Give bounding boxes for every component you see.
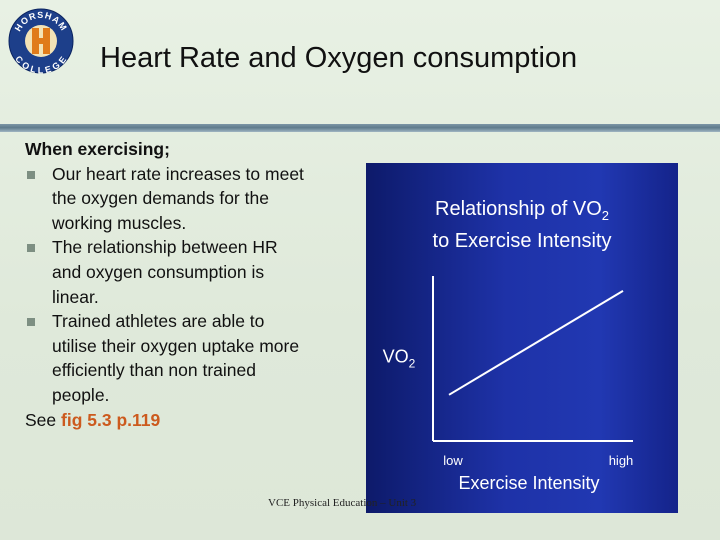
bullet-line: people. [52, 384, 110, 405]
vo2-chart: VO2 low high Exercise Intensity [383, 276, 634, 493]
body-text: When exercising; Our heart rate increase… [25, 137, 365, 432]
content-heading: When exercising; [25, 139, 170, 159]
footer-text: VCE Physical Education – Unit 3 [268, 497, 417, 509]
bullet-line: and oxygen consumption is [52, 261, 265, 282]
slide-title: Heart Rate and Oxygen consumption [100, 42, 578, 74]
bullet-line: the oxygen demands for the [52, 188, 269, 209]
bullet-square-icon [27, 170, 35, 179]
see-prefix: See [25, 409, 57, 430]
figure-reference: See fig 5.3 p.119 [25, 408, 365, 433]
bullet-line: working muscles. [52, 212, 187, 233]
bullet-line: linear. [52, 286, 99, 307]
x-tick-label-high: high [609, 453, 634, 468]
x-axis-label: Exercise Intensity [458, 473, 599, 493]
series-line [448, 289, 624, 396]
bullet-item: The relationship between HR and oxygen c… [25, 235, 365, 309]
bullet-line: efficiently than non trained [52, 360, 256, 381]
bullet-item: Our heart rate increases to meet the oxy… [25, 162, 365, 236]
bullet-item: Trained athletes are able to utilise the… [25, 309, 365, 407]
bullet-line: The relationship between HR [52, 237, 278, 258]
figure-panel: Relationship of VO2 to Exercise Intensit… [366, 163, 678, 513]
figure-title-line1: Relationship of VO2 [435, 198, 609, 223]
y-axis-label: VO2 [383, 347, 416, 371]
bullet-square-icon [27, 244, 35, 253]
figure-ref-link: fig 5.3 p.119 [61, 409, 161, 430]
bullet-square-icon [27, 318, 35, 327]
x-tick-label-low: low [443, 453, 463, 468]
college-logo: HORSHAM COLLEGE [8, 8, 74, 74]
bullet-line: Trained athletes are able to [52, 311, 265, 332]
bullet-line: utilise their oxygen uptake more [52, 335, 300, 356]
figure-title-line2: to Exercise Intensity [432, 230, 612, 252]
bullet-line: Our heart rate increases to meet [52, 163, 304, 184]
title-divider-bar [0, 124, 720, 132]
